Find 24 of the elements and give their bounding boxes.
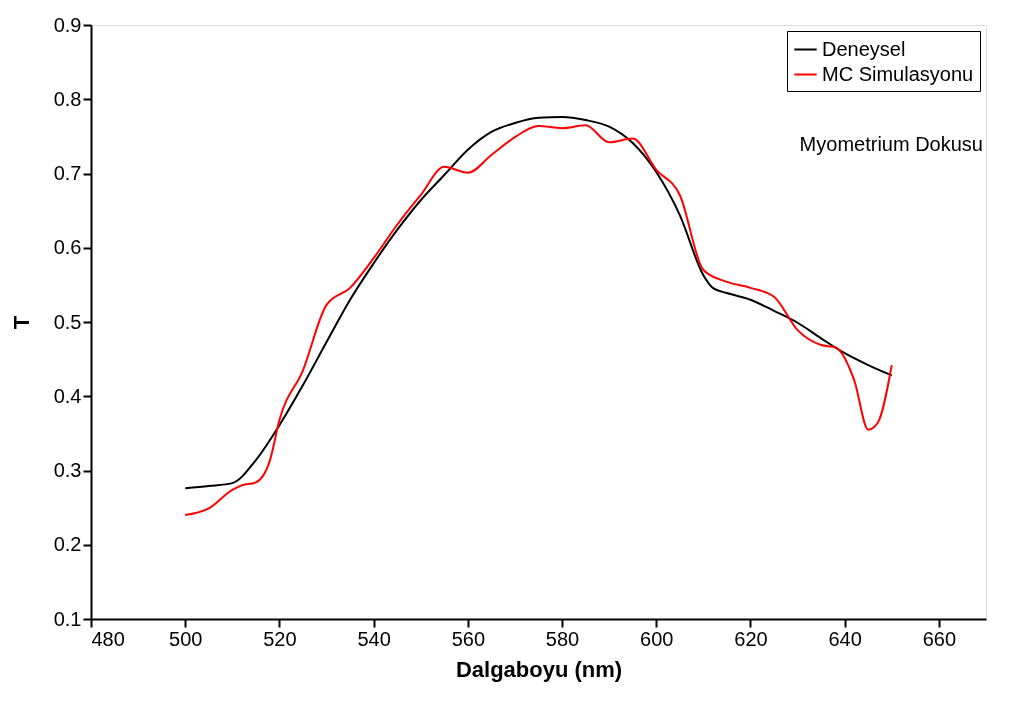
- annotation: Myometrium Dokusu: [799, 133, 983, 155]
- y-tick-label: 0.4: [53, 384, 82, 407]
- y-tick-label: 0.7: [53, 162, 82, 184]
- x-tick-label: 620: [734, 627, 768, 650]
- y-tick-label: 0.3: [53, 459, 82, 481]
- x-tick-label: 480: [91, 627, 125, 650]
- y-axis-title: T: [8, 315, 34, 330]
- x-tick-label: 560: [451, 627, 486, 650]
- x-tick-label: 580: [545, 627, 580, 650]
- y-tick-label: 0.1: [53, 607, 82, 630]
- y-tick-label: 0.2: [53, 533, 82, 556]
- legend-label: Deneysel: [822, 37, 906, 60]
- x-tick-label: 540: [357, 627, 391, 650]
- x-tick-label: 520: [263, 627, 297, 650]
- y-tick-label: 0.6: [53, 236, 82, 259]
- y-tick-label: 0.9: [53, 13, 82, 36]
- x-tick-label: 660: [922, 627, 957, 650]
- x-axis-title: Dalgaboyu (nm): [455, 656, 623, 682]
- legend-label: MC Simulasyonu: [822, 62, 974, 85]
- y-tick-label: 0.5: [53, 310, 82, 333]
- y-tick-label: 0.8: [53, 87, 82, 110]
- x-tick-label: 600: [640, 627, 674, 650]
- x-tick-label: 640: [828, 627, 862, 650]
- x-tick-label: 500: [169, 627, 203, 650]
